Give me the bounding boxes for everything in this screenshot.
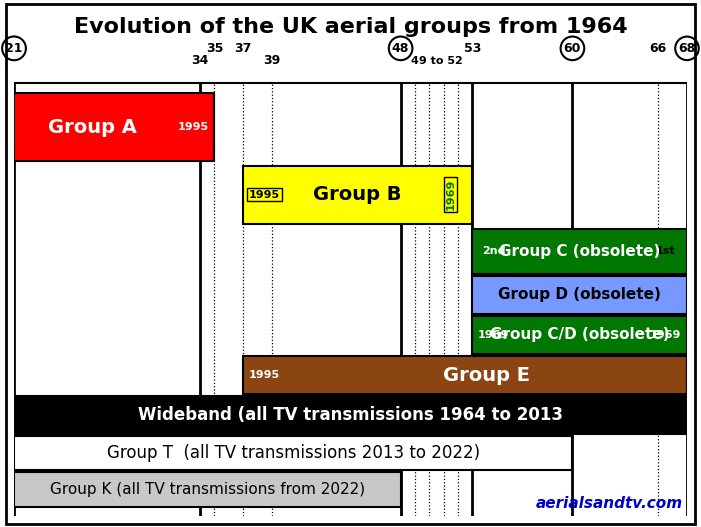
Text: Group E: Group E xyxy=(443,366,530,385)
Text: Evolution of the UK aerial groups from 1964: Evolution of the UK aerial groups from 1… xyxy=(74,17,627,37)
Text: Group B: Group B xyxy=(313,186,402,204)
Text: Group D (obsolete): Group D (obsolete) xyxy=(498,287,661,302)
Bar xyxy=(14,472,400,508)
Text: Group C (obsolete): Group C (obsolete) xyxy=(499,243,660,259)
Text: 34: 34 xyxy=(191,54,209,67)
Bar xyxy=(14,396,687,434)
Text: 2nd: 2nd xyxy=(482,246,505,256)
Text: Wideband (all TV transmissions 1964 to 2013: Wideband (all TV transmissions 1964 to 2… xyxy=(138,406,563,424)
Bar xyxy=(14,436,573,471)
Text: 68: 68 xyxy=(679,42,695,55)
Text: aerialsandtv.com: aerialsandtv.com xyxy=(536,496,683,511)
Text: 48: 48 xyxy=(392,42,409,55)
Text: 60: 60 xyxy=(564,42,581,55)
Text: 1969: 1969 xyxy=(650,330,681,340)
Text: Group A: Group A xyxy=(48,118,137,136)
Bar xyxy=(472,316,687,354)
Text: 37: 37 xyxy=(234,42,252,55)
Text: 53: 53 xyxy=(463,42,481,55)
Text: Group C/D (obsolete): Group C/D (obsolete) xyxy=(490,327,669,343)
Text: 35: 35 xyxy=(206,42,223,55)
Text: 1995: 1995 xyxy=(249,370,280,380)
Text: 1995: 1995 xyxy=(249,190,280,200)
Text: 1969: 1969 xyxy=(478,330,510,340)
Bar xyxy=(14,93,215,161)
Bar xyxy=(243,166,472,223)
Bar xyxy=(472,229,687,274)
Text: Group T  (all TV transmissions 2013 to 2022): Group T (all TV transmissions 2013 to 20… xyxy=(107,444,479,462)
Text: 1st: 1st xyxy=(655,246,675,256)
Text: 66: 66 xyxy=(650,42,667,55)
Text: 39: 39 xyxy=(263,54,280,67)
Text: Group K (all TV transmissions from 2022): Group K (all TV transmissions from 2022) xyxy=(50,482,365,497)
Bar xyxy=(472,276,687,314)
Text: 21: 21 xyxy=(6,42,22,55)
Text: 1969: 1969 xyxy=(446,179,456,210)
Text: 1995: 1995 xyxy=(177,122,209,132)
Bar xyxy=(243,356,687,394)
Text: 49 to 52: 49 to 52 xyxy=(411,56,462,66)
